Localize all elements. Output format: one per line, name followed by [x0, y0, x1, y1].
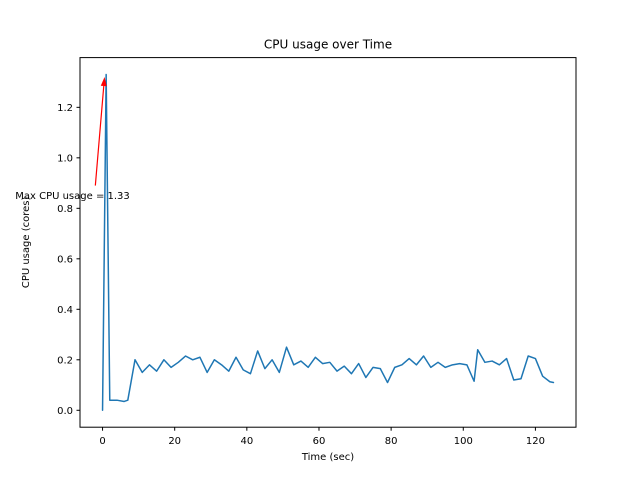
x-tick-label: 80	[385, 436, 398, 447]
y-tick-label: 1.0	[57, 153, 73, 164]
plot-area	[80, 57, 576, 428]
x-axis-label: Time (sec)	[301, 452, 354, 463]
y-tick-label: 1.2	[57, 103, 73, 114]
y-tick-label: 0.6	[57, 254, 73, 265]
x-tick-label: 20	[168, 436, 181, 447]
x-tick-label: 120	[526, 436, 545, 447]
x-tick-label: 100	[454, 436, 473, 447]
cpu-usage-line	[101, 73, 555, 412]
axes-ticks: 0 20 40 60 80 100 120 0.0 0.2 0.4 0.6 0.8 1.0 1.2	[57, 103, 545, 447]
y-axis-label: CPU usage (cores)	[21, 197, 32, 289]
annotation-arrow	[94, 77, 107, 186]
y-tick-label: 0.4	[57, 305, 73, 316]
annotation-arrow-shaft	[94, 85, 105, 186]
cpu-usage-series	[101, 73, 555, 412]
x-tick-label: 0	[99, 436, 105, 447]
y-tick-label: 0.2	[57, 355, 73, 366]
x-tick-label: 40	[240, 436, 253, 447]
chart-title: CPU usage over Time	[264, 38, 392, 52]
x-tick-label: 60	[313, 436, 326, 447]
y-tick-label: 0.0	[57, 406, 73, 417]
axes-spines	[79, 57, 577, 428]
annotation-arrow-head	[100, 77, 107, 87]
max-cpu-annotation-text: Max CPU usage = 1.33	[15, 191, 130, 202]
y-tick-label: 0.8	[57, 204, 73, 215]
